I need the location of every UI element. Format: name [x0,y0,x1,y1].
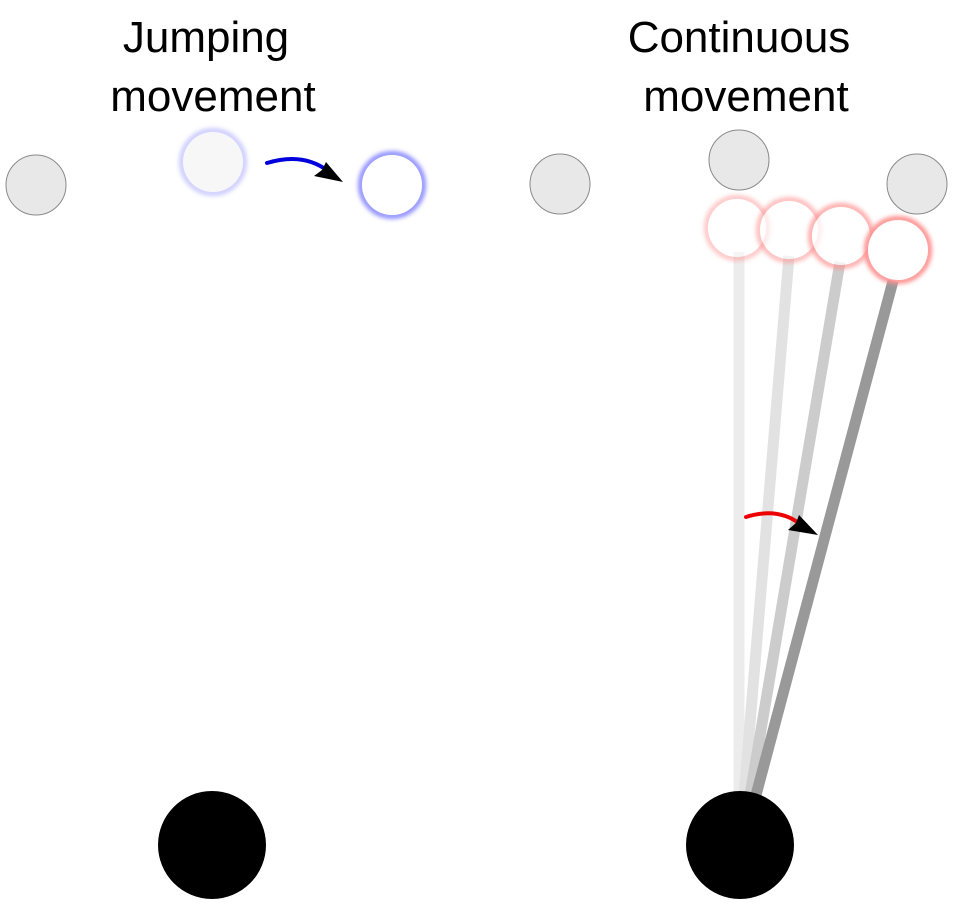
jumping-arrowhead [314,162,343,182]
continuous-fixation-dot [686,791,794,899]
jumping-title-line2: movement [110,72,315,121]
continuous-static-target-left [529,153,591,215]
continuous-rod-4 [750,279,899,797]
continuous-rod-2 [738,255,795,796]
jumping-previous-target [179,128,247,196]
jumping-fixation-dot [158,791,266,899]
continuous-panel: Continuous movement [529,13,948,899]
jumping-current-target [358,151,426,219]
jumping-static-target [5,154,67,216]
continuous-static-target-top [708,129,770,191]
continuous-movement-arrow [744,511,818,535]
jumping-title-line1: Jumping [123,13,289,62]
continuous-title-line2: movement [643,72,848,121]
continuous-static-target-right [886,153,948,215]
jumping-movement-arrow [265,157,343,182]
continuous-target-position-3 [808,203,874,269]
jumping-panel: Jumping movement [5,13,426,899]
continuous-target-position-4 [864,216,932,284]
continuous-title-line1: Continuous [628,13,851,62]
continuous-arrowhead [788,515,818,535]
